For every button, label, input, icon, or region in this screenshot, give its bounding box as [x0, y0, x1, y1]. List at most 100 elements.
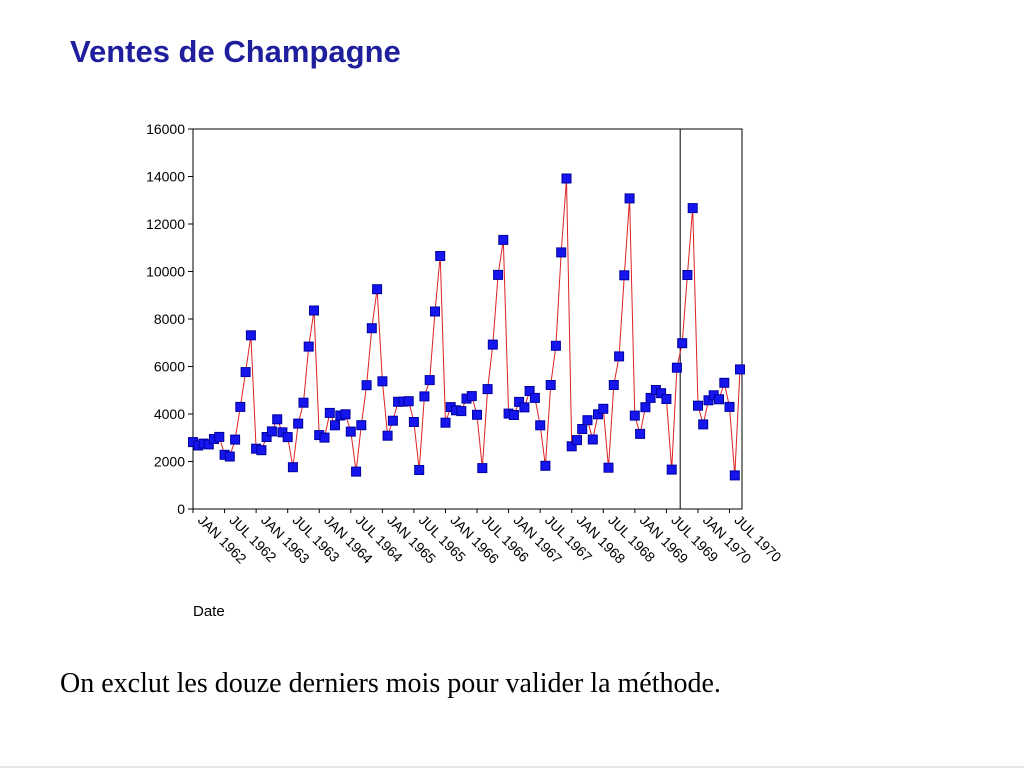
- data-point: [735, 364, 745, 375]
- data-point: [614, 351, 625, 362]
- y-tick-label: 4000: [154, 406, 185, 422]
- data-point: [330, 420, 340, 431]
- chart-axes: 0200040006000800010000120001400016000JAN…: [146, 121, 785, 567]
- data-point: [498, 234, 509, 245]
- y-tick-label: 2000: [154, 454, 185, 470]
- y-tick-label: 16000: [146, 121, 185, 137]
- data-point: [577, 424, 588, 434]
- data-point: [656, 388, 667, 399]
- data-point: [303, 341, 314, 352]
- data-point: [693, 400, 703, 411]
- data-point: [356, 420, 367, 431]
- data-point: [729, 470, 740, 481]
- data-point: [414, 465, 425, 475]
- data-point: [324, 407, 335, 418]
- data-point: [477, 463, 488, 474]
- data-point: [472, 409, 482, 420]
- data-point: [603, 462, 614, 473]
- data-point: [671, 362, 682, 373]
- data-point: [387, 415, 398, 426]
- data-point: [698, 419, 709, 430]
- data-point: [666, 464, 677, 475]
- data-point: [719, 377, 730, 388]
- data-point: [240, 367, 251, 378]
- data-point: [587, 434, 598, 445]
- data-point: [319, 432, 330, 443]
- data-point: [624, 193, 635, 204]
- data-point: [682, 270, 693, 280]
- slide-title: Ventes de Champagne: [70, 34, 401, 69]
- data-point: [582, 415, 593, 426]
- data-point: [487, 339, 498, 350]
- data-point: [440, 417, 451, 428]
- data-point: [372, 284, 383, 295]
- y-tick-label: 14000: [146, 169, 185, 185]
- data-point: [561, 173, 572, 184]
- data-point: [514, 396, 525, 407]
- data-point: [235, 401, 246, 412]
- y-tick-label: 10000: [146, 264, 185, 280]
- data-point: [419, 391, 430, 402]
- data-point: [256, 445, 267, 456]
- data-point: [629, 410, 640, 421]
- y-tick-label: 0: [177, 501, 185, 517]
- data-point: [377, 376, 388, 387]
- data-point: [340, 409, 351, 420]
- data-point: [298, 397, 309, 408]
- data-point: [519, 402, 530, 413]
- data-point: [345, 426, 356, 437]
- data-point: [435, 251, 446, 261]
- data-point: [309, 305, 319, 316]
- data-point: [529, 392, 540, 403]
- data-point: [456, 406, 467, 417]
- data-point: [661, 394, 672, 404]
- data-point: [593, 409, 603, 420]
- data-point: [550, 340, 561, 351]
- data-point: [687, 203, 698, 214]
- data-point: [645, 392, 656, 403]
- y-tick-label: 8000: [154, 311, 185, 327]
- plot-frame: [192, 128, 743, 510]
- data-point: [230, 434, 241, 445]
- data-point: [261, 432, 272, 442]
- data-point: [540, 460, 551, 471]
- data-point: [293, 418, 304, 429]
- data-point: [287, 462, 298, 473]
- data-point: [619, 270, 630, 281]
- data-point: [424, 375, 435, 386]
- data-point: [203, 439, 214, 450]
- data-point: [482, 384, 493, 395]
- data-point: [724, 401, 735, 412]
- data-point: [545, 380, 556, 390]
- data-point: [282, 432, 293, 443]
- data-point: [535, 420, 546, 431]
- data-point: [566, 441, 577, 452]
- data-point: [214, 431, 225, 442]
- data-point: [556, 247, 567, 258]
- y-tick-label: 6000: [154, 359, 185, 375]
- data-point: [351, 466, 362, 477]
- slide-caption: On exclut les douze derniers mois pour v…: [60, 668, 721, 699]
- x-axis-label: Date: [193, 603, 225, 620]
- data-point: [508, 410, 519, 420]
- data-point: [466, 391, 477, 402]
- data-point: [572, 435, 582, 446]
- data-point: [408, 417, 419, 427]
- data-point: [430, 306, 440, 317]
- bottom-divider: [0, 766, 1024, 768]
- y-tick-label: 12000: [146, 216, 185, 232]
- data-point: [714, 394, 724, 405]
- data-point: [403, 396, 414, 407]
- data-point: [493, 269, 504, 280]
- data-point: [524, 386, 535, 396]
- data-point: [382, 430, 393, 441]
- data-point: [361, 380, 372, 391]
- data-point: [272, 414, 283, 425]
- data-point: [677, 338, 688, 349]
- data-point: [224, 451, 235, 462]
- data-point: [640, 402, 651, 413]
- data-point: [608, 380, 619, 390]
- data-point: [245, 330, 256, 341]
- data-point: [266, 426, 277, 437]
